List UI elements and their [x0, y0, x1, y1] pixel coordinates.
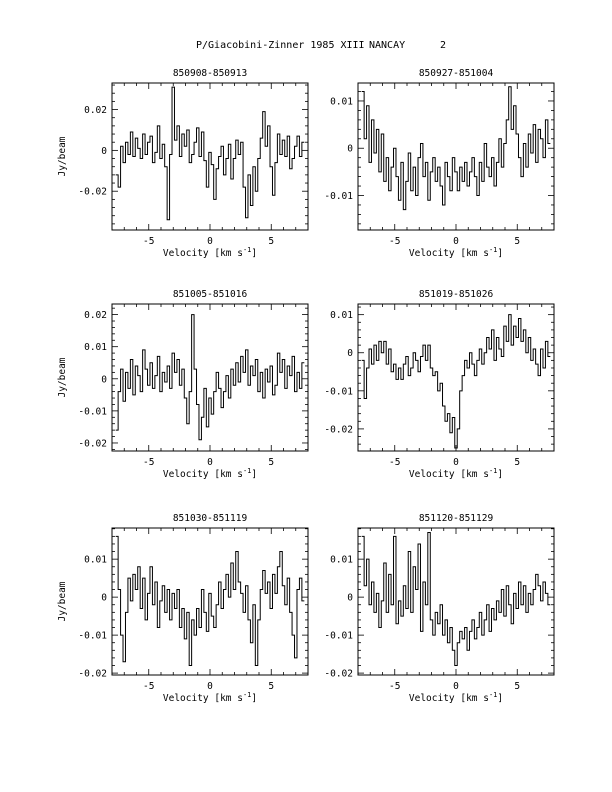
x-axis-label: Velocity [km s-1] — [163, 691, 257, 704]
spectrum-series — [115, 86, 305, 221]
y-tick-label: 0.02 — [84, 310, 107, 321]
x-axis-label: Velocity [km s-1] — [409, 691, 503, 704]
y-tick-label: 0.01 — [330, 96, 353, 107]
y-tick-label: -0.02 — [324, 669, 353, 680]
y-tick-label: 0.01 — [330, 310, 353, 321]
spectrum-series — [115, 314, 305, 441]
x-tick-label: -5 — [143, 236, 154, 247]
panel-title: 850927-851004 — [419, 68, 494, 79]
plot-frame — [111, 82, 309, 231]
x-tick-label: 5 — [268, 681, 274, 692]
x-axis-label: Velocity [km s-1] — [163, 246, 257, 259]
x-tick-label: 0 — [207, 236, 213, 247]
panel-title: 851030-851119 — [173, 513, 248, 524]
y-tick-label: -0.02 — [78, 187, 107, 198]
x-tick-label: 0 — [207, 457, 213, 468]
y-tick-label: -0.02 — [78, 669, 107, 680]
y-tick-label: 0 — [347, 348, 353, 359]
spectrum-panel-3: 851005-851016 -5 0 5 -0.02 -0.01 0 0.01 0.02 Velo… — [57, 289, 309, 480]
x-tick-label: 5 — [268, 236, 274, 247]
x-tick-label: 0 — [207, 681, 213, 692]
x-tick-label: 5 — [514, 236, 520, 247]
x-tick-label: 0 — [453, 236, 459, 247]
x-tick-label: -5 — [389, 236, 400, 247]
plot-frame — [111, 527, 309, 676]
y-axis-label: Jy/beam — [57, 136, 68, 176]
y-tick-label: -0.01 — [324, 191, 353, 202]
y-tick-label: -0.01 — [78, 631, 107, 642]
plot-frame — [357, 303, 555, 452]
y-tick-label: -0.01 — [324, 631, 353, 642]
panel-title: 851019-851026 — [419, 289, 494, 300]
x-tick-label: -5 — [389, 681, 400, 692]
spectrum-panel-2: 850927-851004 -5 0 5 -0.01 0 0.01 Velocity [km … — [324, 68, 555, 259]
spectrum-panel-5: 851030-851119 -5 0 5 -0.02 -0.01 0 0.01 Velocity… — [57, 513, 309, 704]
plot-frame — [357, 82, 555, 231]
spectrum-series — [361, 86, 551, 211]
y-tick-label: -0.02 — [78, 438, 107, 449]
spectrum-panel-1: 850908-850913 -5 0 5 -0.02 0 0.02 Velocity [km … — [57, 68, 309, 259]
panel-title: 851005-851016 — [173, 289, 248, 300]
x-tick-label: 5 — [268, 457, 274, 468]
spectrum-series — [361, 314, 551, 449]
y-tick-label: 0.01 — [330, 555, 353, 566]
panel-title: 850908-850913 — [173, 68, 247, 79]
spectrum-series — [115, 535, 305, 666]
x-tick-label: 0 — [453, 681, 459, 692]
x-tick-label: -5 — [389, 457, 400, 468]
x-tick-label: 5 — [514, 681, 520, 692]
spectrum-panel-6: 851120-851129 -5 0 5 -0.02 -0.01 0 0.01 Velocity… — [324, 513, 555, 704]
y-tick-label: 0.01 — [84, 342, 107, 353]
panel-grid: 850908-850913 -5 0 5 -0.02 0 0.02 Velocity [km … — [57, 68, 555, 704]
x-axis-label: Velocity [km s-1] — [409, 246, 503, 259]
y-tick-label: 0 — [347, 593, 353, 604]
observatory-name: NANCAY — [369, 40, 405, 51]
y-axis-label: Jy/beam — [57, 357, 68, 397]
page-number: 2 — [440, 40, 446, 51]
x-tick-label: -5 — [143, 457, 154, 468]
y-tick-label: 0 — [101, 146, 107, 157]
y-tick-label: 0 — [101, 593, 107, 604]
y-tick-label: -0.02 — [324, 424, 353, 435]
x-axis-label: Velocity [km s-1] — [163, 467, 257, 480]
y-tick-label: 0.02 — [84, 105, 107, 116]
y-tick-label: 0.01 — [84, 555, 107, 566]
figure-title: P/Giacobini-Zinner 1985 XIII — [196, 40, 365, 51]
x-tick-label: 0 — [453, 457, 459, 468]
y-tick-label: -0.01 — [78, 406, 107, 417]
x-tick-label: 5 — [514, 457, 520, 468]
y-axis-label: Jy/beam — [57, 581, 68, 621]
spectrum-series — [361, 532, 551, 666]
spectrum-panel-4: 851019-851026 -5 0 5 -0.02 -0.01 0 0.01 Velocity… — [324, 289, 555, 480]
plot-frame — [357, 527, 555, 676]
y-tick-label: -0.01 — [324, 386, 353, 397]
x-axis-label: Velocity [km s-1] — [409, 467, 503, 480]
panel-title: 851120-851129 — [419, 513, 494, 524]
y-tick-label: 0 — [101, 374, 107, 385]
x-tick-label: -5 — [143, 681, 154, 692]
plot-frame — [111, 303, 309, 452]
y-tick-label: 0 — [347, 144, 353, 155]
